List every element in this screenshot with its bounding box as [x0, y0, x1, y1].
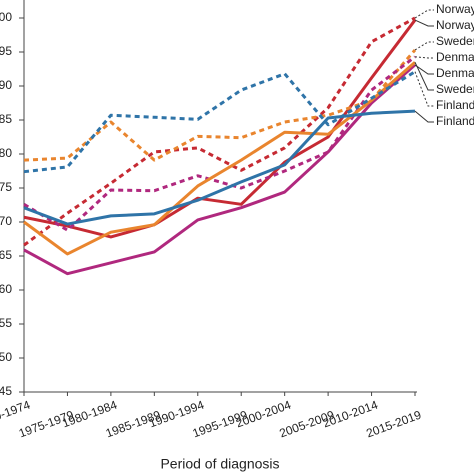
y-tick-label: 45: [0, 384, 12, 398]
y-tick-label: 65: [0, 248, 12, 262]
y-tick-label: 90: [0, 78, 12, 92]
legend-label: Finland: [436, 114, 474, 128]
legend-connector: [414, 110, 434, 123]
series-line: [23, 19, 417, 239]
legend-label: Norway: [436, 18, 474, 32]
y-tick-label: 70: [0, 214, 12, 228]
legend-label: Norway: [436, 2, 474, 16]
legend-label: Denmark: [436, 50, 474, 64]
series-line: [23, 61, 416, 256]
y-tick-label: 55: [0, 316, 12, 330]
series-line: [23, 70, 416, 174]
legend-label: Denmark: [436, 66, 474, 80]
legend-connector: [414, 64, 434, 75]
series-line: [23, 16, 416, 247]
x-axis-label: Period of diagnosis: [160, 456, 279, 472]
y-tick-label: 95: [0, 44, 12, 58]
y-tick-label: 80: [0, 146, 12, 160]
legend-connector: [414, 56, 434, 59]
series-line: [23, 48, 417, 162]
y-tick-label: 85: [0, 112, 12, 126]
legend-connector: [414, 19, 434, 27]
y-tick-label: 60: [0, 282, 12, 296]
series-line: [23, 109, 416, 226]
y-tick-label: 100: [0, 10, 12, 24]
y-tick-label: 75: [0, 180, 12, 194]
legend-connector: [414, 9, 434, 19]
y-tick-label: 50: [0, 350, 12, 364]
legend-label: Sweden: [436, 34, 474, 48]
series-line: [23, 55, 416, 232]
legend-label: Sweden: [436, 82, 474, 96]
legend-connector: [414, 61, 434, 91]
legend-connector: [414, 41, 434, 51]
legend-connector: [414, 71, 434, 107]
legend-label: Finland: [436, 98, 474, 112]
series-line: [23, 63, 416, 276]
